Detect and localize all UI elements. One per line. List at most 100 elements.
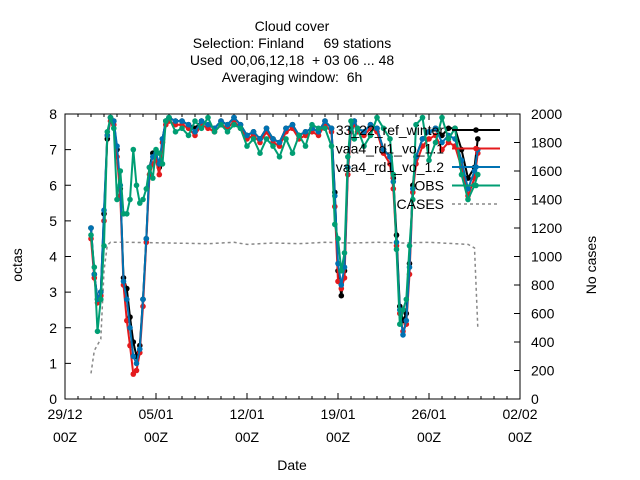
data-point: [374, 114, 380, 121]
data-point: [127, 196, 133, 203]
data-point: [397, 321, 403, 328]
legend-marker: [473, 145, 479, 152]
data-point: [426, 157, 432, 164]
title-line-3: Used 00,06,12,18 + 03 06 ... 48: [189, 52, 395, 68]
data-point: [348, 118, 354, 124]
data-point: [315, 125, 322, 132]
y-tick-label: 4: [49, 249, 57, 265]
y2-tick-label: 600: [531, 306, 555, 322]
x-tick-label-hour: 00Z: [508, 429, 533, 445]
data-point: [432, 139, 439, 146]
data-point: [367, 121, 374, 128]
y2-tick-label: 400: [531, 334, 555, 350]
x-tick-label: 12/01: [229, 406, 264, 422]
data-point: [426, 136, 432, 142]
data-point: [283, 136, 289, 142]
data-point: [351, 136, 358, 142]
data-point: [322, 118, 328, 124]
data-point: [341, 250, 348, 256]
data-point: [361, 129, 367, 135]
data-point: [250, 136, 257, 142]
data-point: [276, 139, 283, 146]
data-point: [137, 200, 143, 206]
data-point: [88, 225, 94, 231]
x-tick-label: 02/02: [502, 406, 537, 422]
data-point: [179, 125, 185, 132]
data-point: [361, 143, 367, 149]
data-point: [400, 332, 406, 338]
data-point: [205, 121, 211, 128]
data-point: [302, 143, 309, 149]
title-line-2: Selection: Finland 69 stations: [192, 35, 392, 51]
data-point: [403, 317, 410, 324]
data-point: [211, 129, 218, 135]
y-tick-label: 7: [49, 142, 57, 158]
data-point: [156, 171, 163, 178]
y-tick-label: 2: [49, 320, 57, 336]
data-point: [127, 325, 133, 331]
y2-tick-label: 800: [531, 277, 555, 293]
x-tick-label-hour: 00Z: [326, 429, 351, 445]
data-point: [133, 182, 140, 189]
x-tick-label: 26/01: [411, 406, 446, 422]
data-point: [410, 196, 416, 203]
data-point: [289, 150, 296, 156]
data-point: [283, 125, 289, 132]
chart-title: Cloud cover Selection: Finland 69 statio…: [0, 18, 584, 86]
x-tick-label-hour: 00Z: [417, 429, 442, 445]
data-point: [130, 146, 137, 153]
data-point: [380, 125, 387, 132]
data-point: [335, 278, 341, 285]
data-point: [107, 114, 114, 121]
data-point: [192, 118, 198, 124]
series-vaa4-rd1-vo-1-1: [88, 118, 481, 377]
y-tick-label: 0: [49, 391, 57, 407]
data-point: [150, 175, 156, 181]
data-point: [322, 125, 328, 132]
data-point: [302, 129, 309, 135]
legend-label: OBS: [414, 178, 444, 194]
data-point: [439, 132, 445, 139]
data-point: [146, 164, 153, 171]
data-point: [345, 154, 351, 160]
legend-label: 33_22_ref_winter: [336, 122, 445, 138]
x-tick-label-hour: 00Z: [144, 429, 169, 445]
data-point: [137, 346, 143, 352]
data-point: [185, 132, 192, 139]
data-point: [104, 129, 111, 135]
data-point: [153, 146, 159, 153]
legend-marker: [473, 127, 479, 133]
data-point: [426, 129, 432, 135]
data-point: [143, 235, 150, 242]
data-point: [124, 211, 130, 217]
data-point: [156, 150, 163, 156]
title-line-4: Averaging window: 6h: [221, 69, 363, 85]
data-point: [328, 143, 335, 149]
data-point: [380, 146, 387, 153]
data-point: [432, 125, 439, 132]
data-point: [130, 353, 137, 360]
data-point: [166, 114, 172, 121]
data-point: [390, 171, 397, 178]
series-cases: [90, 241, 479, 374]
x-tick-label: 19/01: [320, 406, 355, 422]
data-point: [205, 114, 211, 121]
data-point: [244, 143, 250, 149]
data-point: [231, 121, 237, 128]
data-point: [439, 114, 445, 121]
data-point: [185, 121, 192, 128]
data-point: [263, 125, 270, 132]
y-tick-label: 1: [49, 355, 57, 371]
data-point: [120, 278, 127, 285]
data-point: [338, 292, 345, 299]
y-tick-label: 3: [49, 284, 57, 300]
data-point: [335, 235, 341, 242]
y2-tick-label: 1400: [531, 192, 562, 208]
x-tick-label-hour: 00Z: [235, 429, 260, 445]
data-point: [276, 154, 283, 160]
data-point: [332, 221, 338, 228]
data-point: [465, 196, 471, 203]
legend-marker: [473, 164, 479, 170]
legend-label: CASES: [397, 196, 444, 212]
